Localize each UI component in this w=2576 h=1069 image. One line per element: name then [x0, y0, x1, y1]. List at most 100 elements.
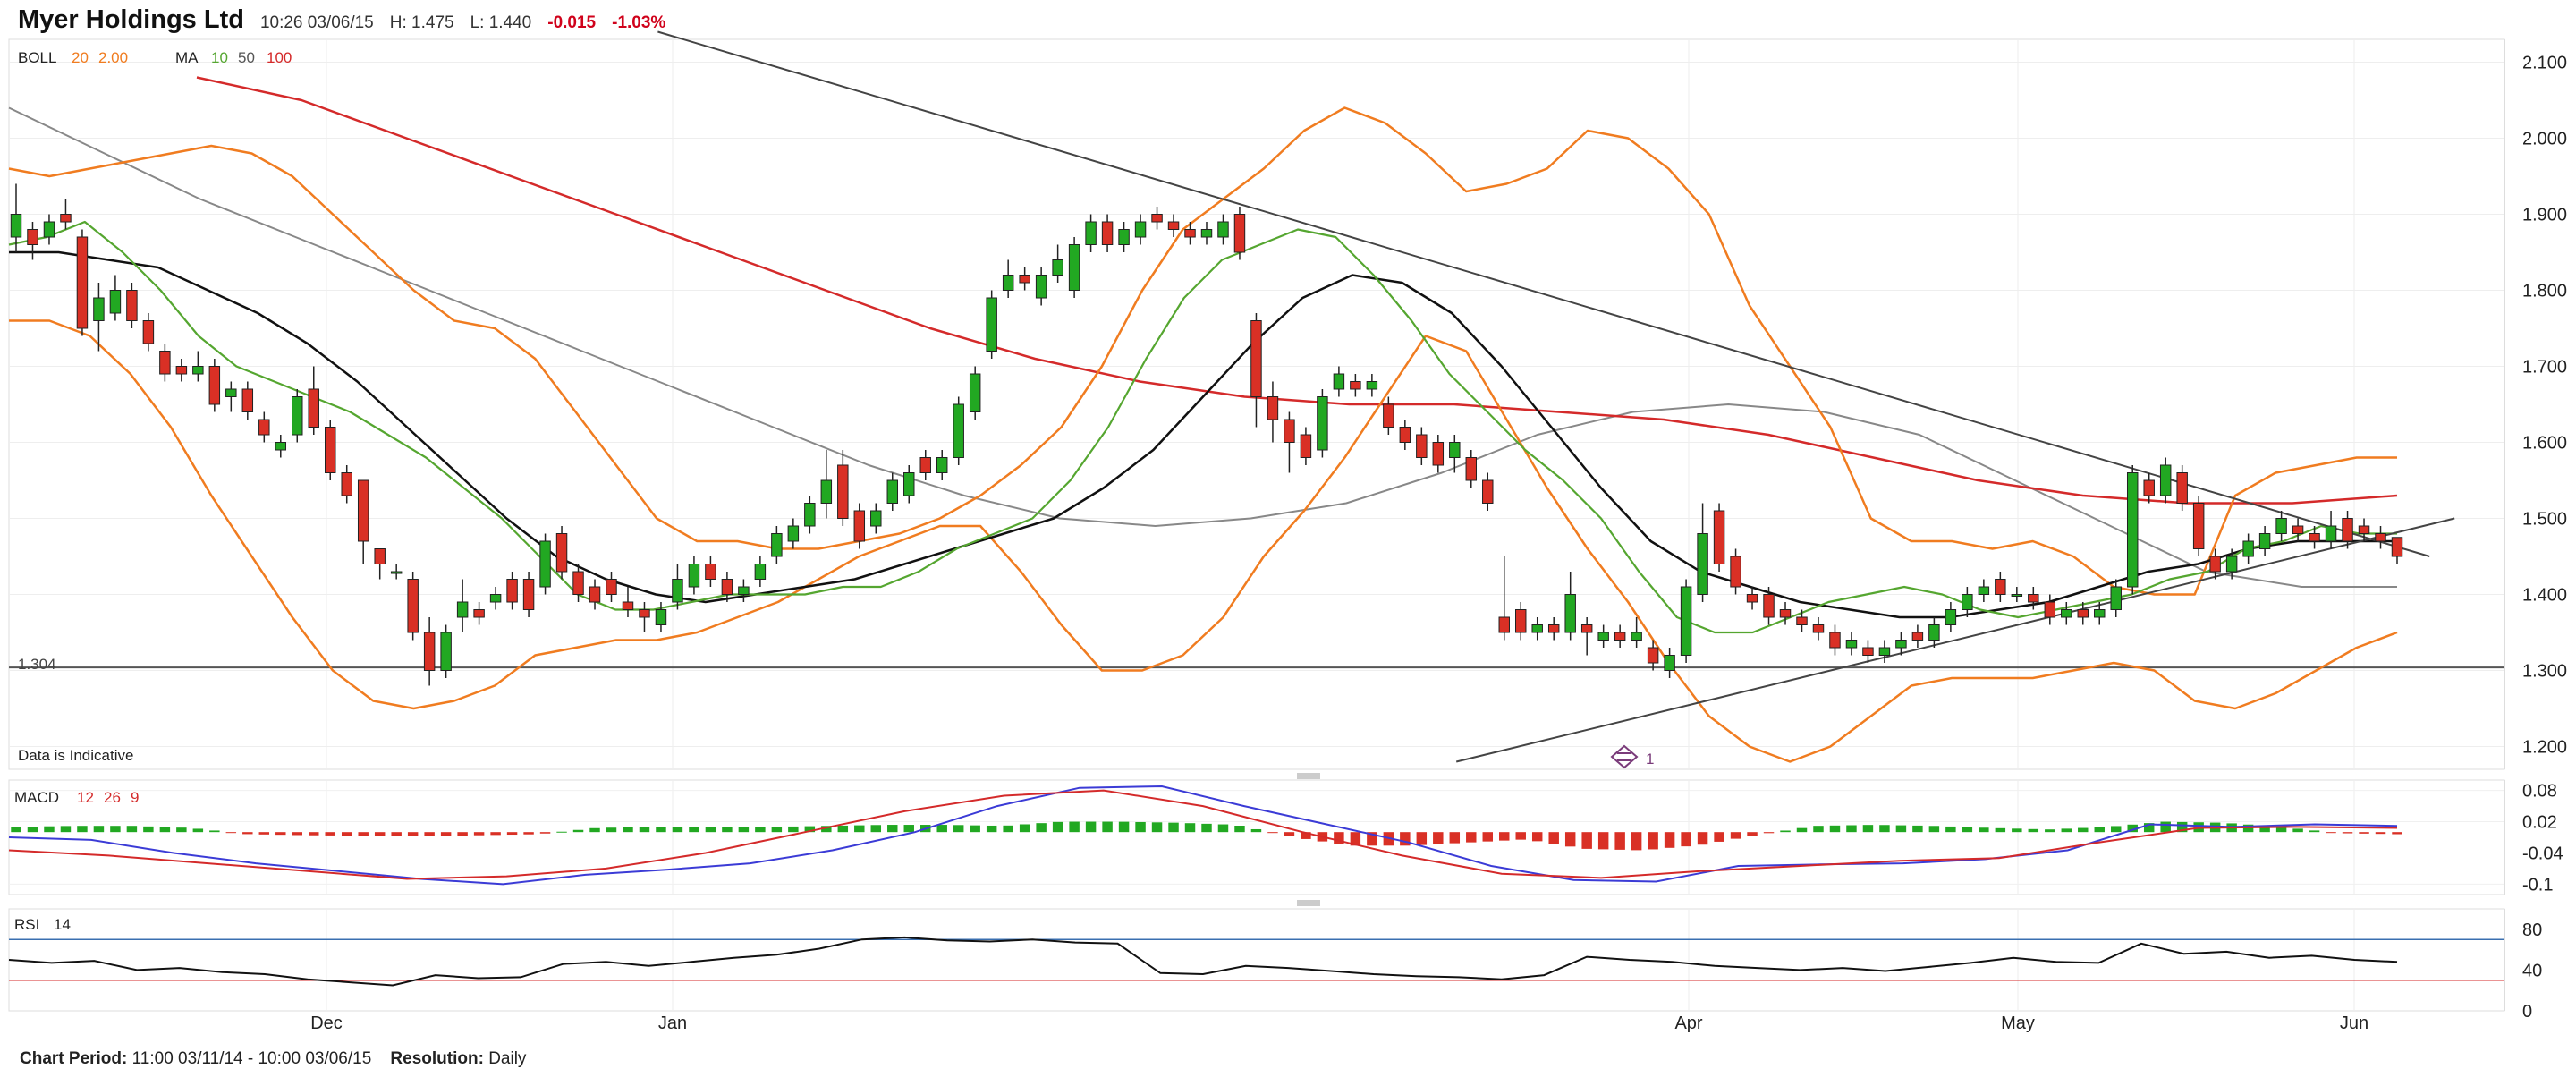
candle-up — [1697, 533, 1708, 595]
candle-down — [325, 427, 336, 473]
macd-bar-positive — [1184, 823, 1196, 833]
candle-up — [539, 540, 551, 588]
candle-up — [1962, 594, 1973, 610]
macd-bar-negative — [1466, 832, 1477, 843]
macd-bar-negative — [1531, 832, 1543, 842]
candle-up — [754, 564, 767, 580]
quote-high: H: 1.475 — [389, 13, 454, 32]
macd-bar-positive — [2028, 828, 2039, 833]
macd-tick-label: 0.08 — [2522, 782, 2557, 802]
candle-down — [705, 564, 716, 580]
candle-down — [2292, 525, 2304, 534]
candle-up — [1200, 229, 1213, 238]
macd-bar-positive — [2127, 824, 2138, 833]
candle-down — [175, 366, 188, 375]
candle-up — [440, 632, 452, 671]
candle-up — [1134, 221, 1147, 238]
macd-bar-positive — [11, 827, 21, 833]
candle-down — [1995, 579, 2006, 595]
macd-bar-positive — [1234, 826, 1245, 833]
candle-up — [1680, 586, 1692, 656]
panel-resize-handle-macd[interactable] — [1297, 773, 1320, 779]
candle-down — [2342, 518, 2353, 542]
macd-bar-positive — [1829, 825, 1841, 833]
candle-up — [903, 472, 915, 496]
candle-up — [2011, 594, 2023, 597]
ma-grey-line — [8, 106, 2397, 588]
candle-down — [1713, 510, 1725, 564]
macd-bar-negative — [225, 832, 237, 834]
macd-bar-positive — [887, 825, 898, 833]
candle-down — [1233, 214, 1246, 253]
price-tick-label: 1.900 — [2522, 206, 2567, 225]
macd-bar-positive — [1879, 825, 1890, 833]
candle-down — [1498, 616, 1510, 633]
macd-bar-positive — [1250, 828, 1262, 833]
macd-bar-negative — [440, 832, 452, 836]
macd-bar-positive — [1780, 830, 1791, 833]
macd-legend-signal: 9 — [131, 789, 139, 806]
macd-bar-negative — [1400, 832, 1411, 846]
event-marker[interactable]: 1 — [1610, 744, 1654, 769]
candle-up — [1928, 624, 1940, 641]
macd-bar-positive — [126, 826, 138, 833]
candle-down — [1383, 403, 1394, 428]
macd-bar-positive — [1912, 825, 1923, 833]
macd-bar-positive — [738, 827, 750, 833]
macd-bar-positive — [1085, 821, 1097, 833]
candle-down — [1284, 419, 1295, 443]
macd-bar-negative — [1747, 832, 1758, 836]
candle-down — [639, 609, 650, 618]
stock-title: Myer Holdings Ltd — [18, 5, 244, 34]
macd-bar-negative — [473, 832, 485, 836]
macd-bar-negative — [1763, 832, 1775, 834]
candle-down — [1184, 229, 1196, 238]
macd-bar-positive — [27, 827, 38, 833]
macd-bar-positive — [705, 827, 716, 833]
candle-down — [142, 320, 155, 344]
macd-bar-negative — [1350, 832, 1361, 846]
candle-up — [1531, 624, 1543, 633]
candle-up — [225, 388, 237, 397]
macd-bar-positive — [804, 826, 816, 833]
boll-legend-period: 20 — [72, 49, 89, 66]
candle-up — [93, 297, 105, 321]
macd-bar-positive — [870, 825, 882, 833]
macd-bar-negative — [1499, 832, 1510, 841]
rsi-line — [8, 936, 2398, 987]
macd-bar-positive — [44, 826, 55, 833]
candle-up — [390, 571, 402, 574]
candle-up — [1978, 586, 1990, 595]
candle-up — [2061, 609, 2072, 618]
candle-up — [2242, 540, 2254, 557]
month-tick-label: Apr — [1674, 1014, 1702, 1033]
candle-up — [292, 396, 303, 436]
macd-bar-positive — [143, 826, 154, 833]
macd-bar-negative — [2326, 832, 2336, 834]
candle-down — [1399, 427, 1411, 443]
candle-down — [1580, 624, 1593, 633]
macd-bar-positive — [159, 827, 171, 833]
macd-bar-positive — [2045, 829, 2055, 833]
macd-bar-negative — [341, 832, 352, 836]
macd-bar-positive — [2143, 823, 2155, 833]
candle-up — [2325, 525, 2337, 542]
candle-down — [2375, 533, 2386, 542]
candle-down — [522, 579, 535, 610]
rsi-legend-period: 14 — [54, 916, 71, 933]
candle-up — [804, 503, 816, 527]
quote-change: -0.015 — [547, 13, 597, 32]
panel-resize-handle-rsi[interactable] — [1297, 900, 1320, 906]
candle-down — [473, 609, 485, 618]
macd-bar-negative — [1714, 832, 1724, 842]
macd-bar-positive — [2094, 827, 2105, 833]
candle-down — [308, 388, 319, 428]
candle-down — [1515, 609, 1527, 633]
macd-bar-positive — [1962, 827, 1973, 833]
candle-down — [1350, 381, 1361, 390]
macd-bar-negative — [1416, 832, 1428, 845]
macd-bar-positive — [1813, 826, 1824, 833]
ma-legend-100: 100 — [267, 49, 292, 66]
quote-low: L: 1.440 — [470, 13, 532, 32]
